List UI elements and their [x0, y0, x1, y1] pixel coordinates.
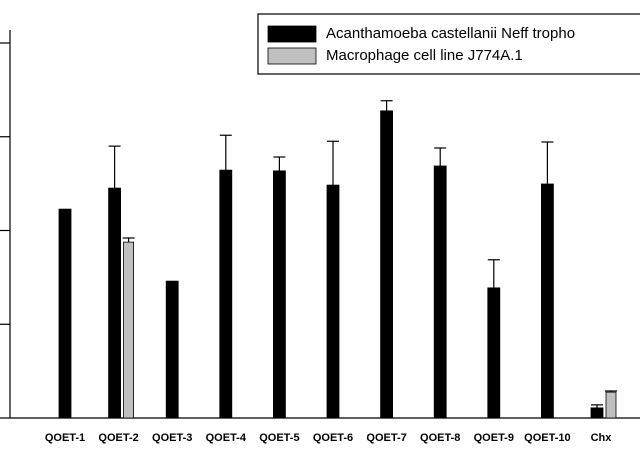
legend-swatch [267, 25, 317, 43]
legend-label: Macrophage cell line J774A.1 [326, 47, 523, 64]
error-bar [605, 390, 617, 393]
x-tick-label: QOET-1 [45, 432, 85, 444]
bar [433, 165, 447, 419]
bar [272, 170, 286, 419]
bar [380, 110, 394, 419]
legend-box [257, 13, 640, 75]
error-bar [327, 140, 339, 186]
x-tick-label: QOET-9 [474, 432, 514, 444]
bar [605, 391, 617, 419]
bar [108, 187, 121, 419]
x-tick-label: QOET-5 [259, 432, 299, 444]
error-bar [541, 141, 554, 184]
bar [165, 280, 179, 419]
error-bar [434, 147, 447, 166]
error-bar [108, 145, 121, 189]
error-bar [591, 404, 603, 408]
bar [590, 407, 604, 419]
legend-label: Acanthamoeba castellanii Neff tropho [326, 25, 575, 42]
x-tick-label: Chx [591, 432, 613, 444]
x-tick-label: QOET-10 [524, 432, 570, 444]
error-bar [219, 134, 232, 171]
bar [219, 169, 233, 419]
x-tick-label: QOET-2 [98, 432, 138, 444]
x-tick-label: QOET-6 [313, 432, 353, 444]
error-bar [380, 100, 393, 111]
bar [58, 208, 72, 419]
legend-swatch [267, 47, 317, 65]
error-bar [487, 259, 500, 288]
x-tick-label: QOET-8 [420, 432, 460, 444]
error-bar [273, 156, 286, 171]
x-tick-label: QOET-3 [152, 432, 192, 444]
bar [123, 241, 134, 419]
bar [541, 183, 554, 419]
error-bar [122, 237, 135, 243]
bar [487, 287, 501, 419]
bar [326, 184, 340, 419]
x-tick-label: QOET-4 [206, 432, 247, 444]
x-tick-label: QOET-7 [366, 432, 406, 444]
